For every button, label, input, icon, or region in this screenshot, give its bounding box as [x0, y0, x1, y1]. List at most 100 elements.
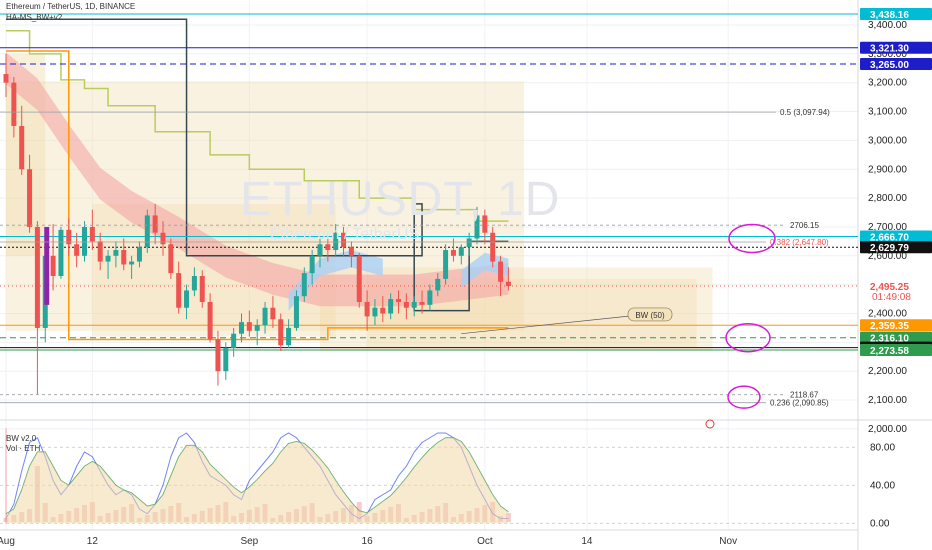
candle-body: [427, 290, 433, 305]
osc-tick-label: 0.00: [870, 518, 890, 529]
oscillator-title[interactable]: BW v2.0: [6, 434, 37, 443]
highlight-circle: [725, 322, 771, 353]
osc-tick-label: 40.00: [870, 480, 895, 491]
price-badge-bg: [860, 280, 932, 303]
price-badge-bg: [860, 230, 932, 243]
candle-body: [11, 82, 17, 126]
candle-body: [184, 290, 190, 308]
fib-label: 0.236 (2,090.85): [770, 399, 829, 408]
time-tick-label: Nov: [719, 536, 737, 547]
price-tick-label: 2,900.00: [868, 164, 907, 175]
ema-ribbon-red: [6, 52, 509, 307]
candle-body: [152, 215, 158, 233]
highlight-circle: [727, 385, 761, 409]
price-tick-label: 3,200.00: [868, 78, 907, 89]
price-tick-label: 2,200.00: [868, 366, 907, 377]
candle-body: [364, 301, 370, 317]
candle-body: [254, 325, 260, 331]
candle-body: [105, 255, 111, 262]
candle-body: [58, 229, 64, 276]
highlight-circle: [728, 223, 776, 254]
price-badge-bg: [860, 41, 932, 54]
candle-body: [231, 333, 237, 349]
candle-body: [396, 299, 401, 302]
candle-body: [199, 275, 205, 302]
candle-body: [341, 232, 347, 248]
price-tick-label: 3,300.00: [868, 49, 907, 60]
symbol-title[interactable]: Ethereum / TetherUS, 1D, BINANCE: [6, 2, 136, 11]
time-tick-label: 12: [87, 536, 99, 547]
candle-body: [207, 301, 213, 340]
fib-label: 2118.67: [790, 391, 819, 400]
bw-callout-box: [627, 307, 673, 322]
candle-body: [474, 215, 480, 239]
price-badge: 2,495.25: [870, 282, 909, 293]
candle-body: [270, 307, 276, 320]
time-tick-label: 16: [362, 536, 374, 547]
price-badge: 2,316.10: [870, 334, 909, 345]
candle-body: [215, 339, 221, 372]
alert-icon: [705, 419, 715, 429]
candle-body: [293, 296, 299, 328]
candle-body: [278, 319, 284, 346]
price-badge: 2,273.58: [870, 346, 909, 357]
price-tick-label: 2,600.00: [868, 251, 907, 262]
ema-ribbon-blue: [461, 252, 509, 288]
candle-body: [443, 250, 449, 279]
price-badge-bg: [860, 7, 932, 20]
candle-body: [136, 247, 142, 262]
candle-body: [301, 273, 307, 297]
time-tick-label: Aug: [0, 536, 15, 547]
fib-label: 2706.15: [790, 221, 819, 230]
price-badge: 3,321.30: [870, 44, 909, 55]
osc-tick-label: 80.00: [870, 442, 895, 453]
candle-body: [223, 348, 229, 372]
fib-label: 0.5 (3,097.94): [780, 108, 830, 117]
candle-body: [3, 74, 9, 83]
candle-body: [27, 169, 33, 227]
candle-body: [19, 125, 25, 170]
price-badge-bg: [860, 343, 932, 356]
candle-body: [176, 273, 182, 308]
price-tick-label: 2,000.00: [868, 424, 907, 435]
price-tick-label: 2,800.00: [868, 193, 907, 204]
price-badge: 2,666.70: [870, 233, 909, 244]
time-axis[interactable]: Aug 12 Sep 16 Oct 14 Nov: [0, 536, 737, 547]
fib-label: 0.382 (2,647.80): [770, 238, 829, 247]
candles: [3, 53, 511, 395]
candle-body: [50, 255, 56, 276]
candle-body: [505, 281, 511, 287]
oscillator-pane: [0, 428, 858, 524]
candle-body: [239, 322, 244, 334]
price-badge-bg: [860, 57, 932, 70]
price-axis[interactable]: 3,400.00 3,300.00 3,200.00 3,100.00 3,000.00…: [860, 7, 932, 529]
candle-body: [144, 215, 150, 248]
indicator-title[interactable]: HA-MS_BW+v2: [6, 13, 63, 22]
candle-body: [113, 250, 119, 256]
candle-body: [309, 255, 315, 274]
price-tick-label: 2,100.00: [868, 395, 907, 406]
candle-body: [490, 232, 496, 262]
candle-body: [168, 244, 174, 274]
candle-body: [419, 301, 425, 305]
candle-body: [262, 307, 268, 326]
price-badge-bg: [860, 319, 932, 332]
price-tick-label: 3,100.00: [868, 107, 907, 118]
candle-body: [403, 301, 409, 308]
volume-title[interactable]: Vol · ETH: [6, 444, 41, 453]
osc-fast-line: [5, 432, 509, 520]
candle-body: [191, 275, 197, 291]
price-badge-bg: [860, 241, 932, 254]
candle-body: [89, 226, 95, 242]
candle-body: [74, 244, 80, 256]
price-tick-label: 3,400.00: [868, 20, 907, 31]
trend-black-line: [6, 18, 509, 312]
price-badge: 2,629.79: [870, 243, 909, 254]
price-badge: 3,265.00: [870, 60, 909, 71]
time-tick-label: Oct: [477, 536, 493, 547]
price-badge-bg: [860, 331, 932, 344]
donchian-olive-line: [6, 30, 509, 222]
countdown-label: 01:49:08: [872, 292, 911, 303]
candle-body: [356, 255, 362, 302]
